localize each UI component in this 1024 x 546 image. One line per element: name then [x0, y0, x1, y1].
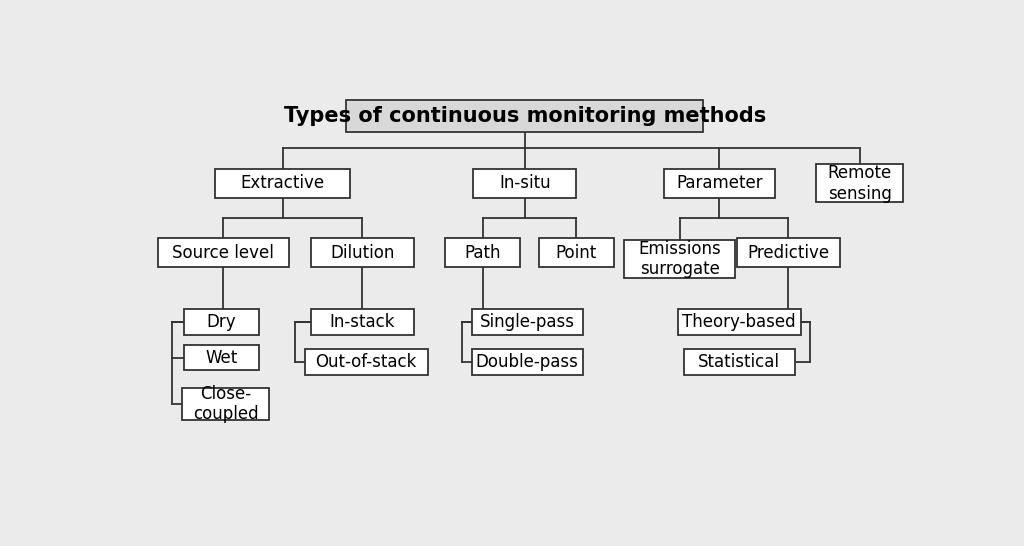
Text: Wet: Wet	[206, 349, 238, 367]
Text: Dry: Dry	[207, 313, 237, 331]
FancyBboxPatch shape	[473, 169, 577, 198]
FancyBboxPatch shape	[624, 240, 735, 278]
Text: Close-
coupled: Close- coupled	[193, 384, 258, 423]
Text: Extractive: Extractive	[241, 174, 325, 192]
FancyBboxPatch shape	[472, 310, 583, 335]
Text: Point: Point	[556, 244, 597, 262]
FancyBboxPatch shape	[816, 164, 903, 202]
FancyBboxPatch shape	[182, 388, 269, 420]
FancyBboxPatch shape	[184, 310, 259, 335]
Text: Parameter: Parameter	[676, 174, 763, 192]
FancyBboxPatch shape	[684, 349, 795, 375]
Text: Path: Path	[465, 244, 501, 262]
FancyBboxPatch shape	[678, 310, 801, 335]
Text: In-stack: In-stack	[330, 313, 395, 331]
FancyBboxPatch shape	[158, 238, 289, 267]
Text: In-situ: In-situ	[499, 174, 551, 192]
Text: Statistical: Statistical	[698, 353, 780, 371]
FancyBboxPatch shape	[346, 100, 703, 132]
FancyBboxPatch shape	[664, 169, 775, 198]
Text: Types of continuous monitoring methods: Types of continuous monitoring methods	[284, 106, 766, 126]
FancyBboxPatch shape	[445, 238, 520, 267]
FancyBboxPatch shape	[472, 349, 583, 375]
FancyBboxPatch shape	[304, 349, 428, 375]
Text: Out-of-stack: Out-of-stack	[315, 353, 417, 371]
Text: Remote
sensing: Remote sensing	[827, 164, 892, 203]
Text: Source level: Source level	[172, 244, 274, 262]
Text: Single-pass: Single-pass	[479, 313, 574, 331]
FancyBboxPatch shape	[539, 238, 614, 267]
FancyBboxPatch shape	[736, 238, 840, 267]
FancyBboxPatch shape	[310, 238, 414, 267]
Text: Dilution: Dilution	[330, 244, 394, 262]
Text: Predictive: Predictive	[748, 244, 829, 262]
Text: Theory-based: Theory-based	[682, 313, 796, 331]
Text: Emissions
surrogate: Emissions surrogate	[638, 240, 721, 278]
FancyBboxPatch shape	[310, 310, 414, 335]
FancyBboxPatch shape	[215, 169, 350, 198]
Text: Double-pass: Double-pass	[476, 353, 579, 371]
FancyBboxPatch shape	[184, 345, 259, 370]
